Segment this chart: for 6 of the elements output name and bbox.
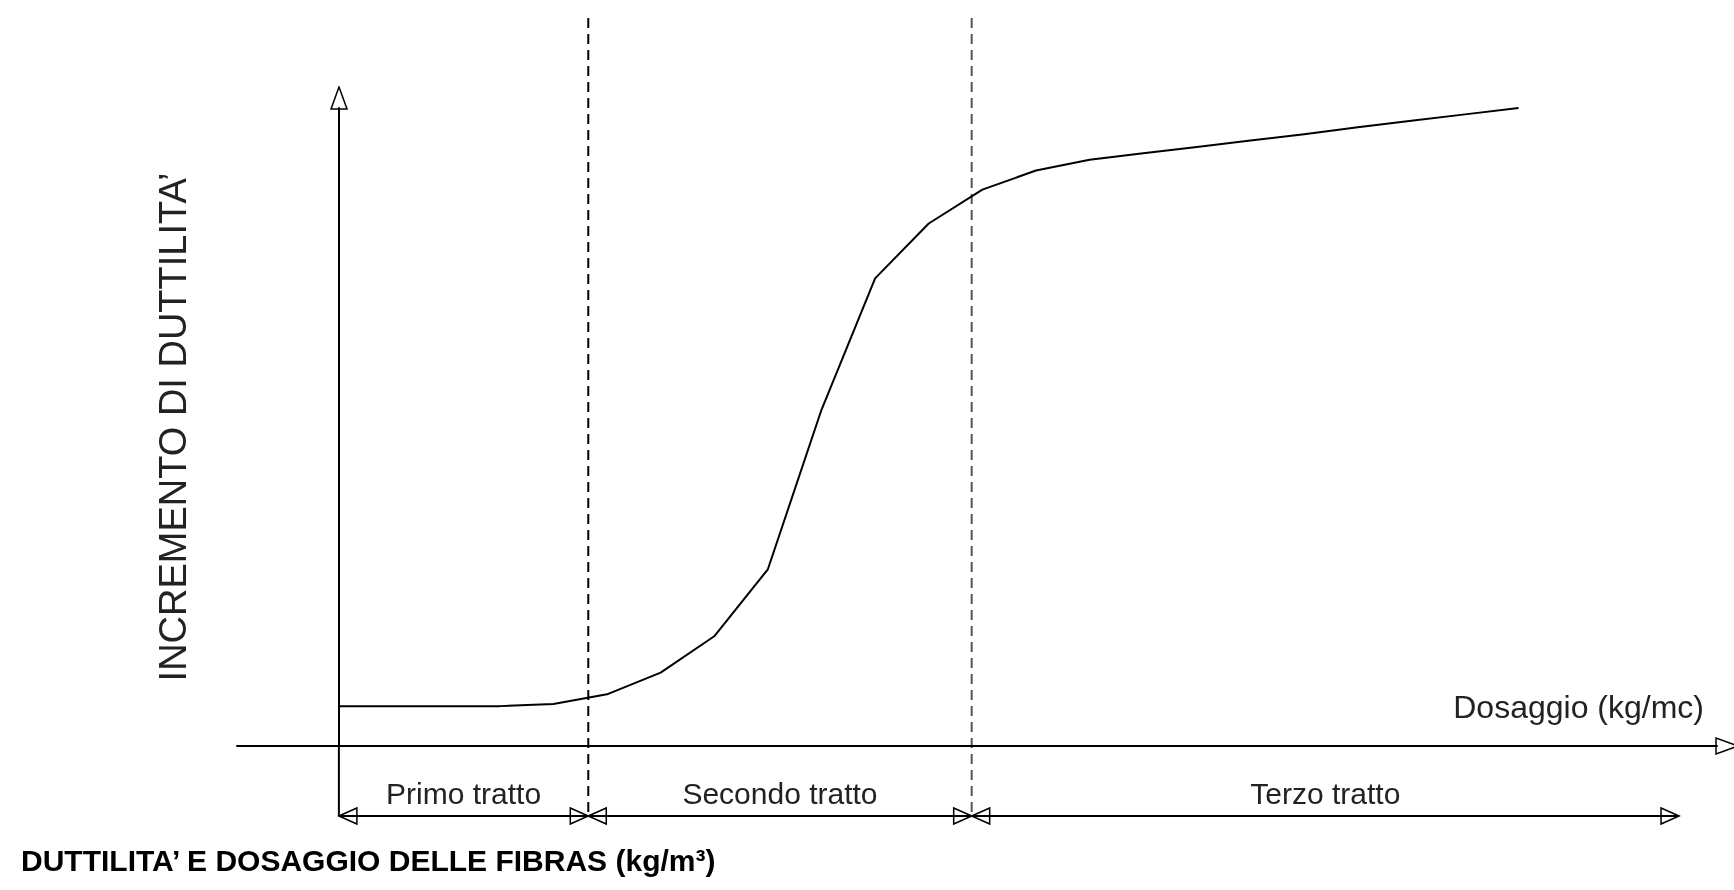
y-axis-title: INCREMENTO DI DUTTILITA’ — [152, 172, 194, 682]
x-axis-title: Dosaggio (kg/mc) — [1453, 689, 1704, 725]
text: Secondo tratto — [682, 776, 878, 810]
text: DUTTILITA’ E DOSAGGIO DELLE FIBRAS (kg/m³) — [21, 843, 716, 877]
text: Primo tratto — [386, 776, 542, 810]
text: Terzo tratto — [1250, 776, 1401, 810]
